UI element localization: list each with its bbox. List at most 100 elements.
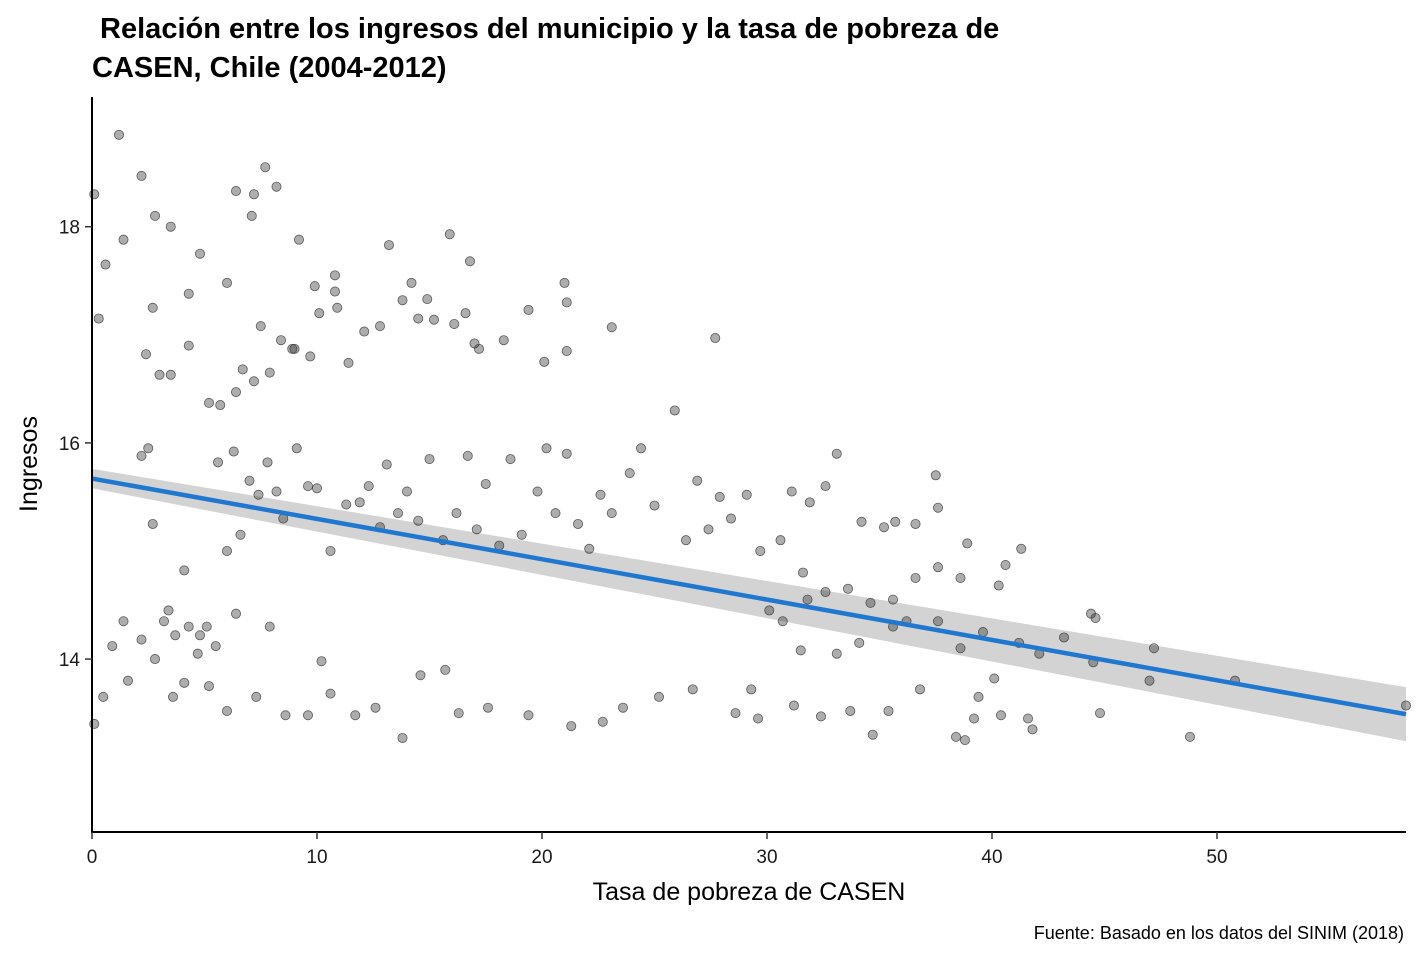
scatter-point-194 — [795, 645, 806, 656]
scatter-point-187 — [951, 731, 962, 742]
scatter-point-80 — [302, 481, 313, 492]
scatter-point-106 — [595, 489, 606, 500]
x-tick-label-10: 10 — [306, 847, 327, 868]
scatter-point-104 — [573, 518, 584, 529]
scatter-point-157 — [210, 641, 221, 652]
scatter-point-177 — [654, 691, 665, 702]
scatter-point-30 — [287, 343, 298, 354]
scatter-point-208 — [888, 594, 899, 605]
x-axis-ticks: 0 10 20 30 40 50 — [87, 832, 1228, 868]
scatter-point-65 — [170, 630, 181, 641]
scatter-point-150 — [136, 634, 147, 645]
scatter-point-98 — [505, 454, 516, 465]
scatter-point-175 — [597, 716, 608, 727]
scatter-point-47 — [444, 229, 455, 240]
scatter-point-172 — [482, 702, 493, 713]
scatter-point-91 — [424, 454, 435, 465]
scatter-point-139 — [1095, 708, 1106, 719]
scatter-point-117 — [741, 489, 752, 500]
scatter-point-59 — [606, 322, 617, 333]
scatter-point-140 — [1144, 675, 1155, 686]
scatter-point-54 — [523, 304, 534, 315]
scatter-point-73 — [235, 529, 246, 540]
scatter-point-137 — [1090, 612, 1101, 623]
scatter-point-70 — [212, 457, 223, 468]
scatter-points — [89, 129, 1412, 746]
scatter-point-88 — [392, 508, 403, 519]
scatter-point-11 — [165, 369, 176, 380]
scatter-point-72 — [228, 446, 239, 457]
scatter-point-186 — [915, 684, 926, 695]
scatter-point-48 — [449, 318, 460, 329]
scatter-point-25 — [237, 364, 248, 375]
scatter-point-199 — [933, 616, 944, 627]
scatter-point-64 — [163, 605, 174, 616]
scatter-point-49 — [460, 308, 471, 319]
scatter-point-31 — [289, 343, 300, 354]
scatter-point-83 — [341, 499, 352, 510]
scatter-point-105 — [584, 543, 595, 554]
scatter-point-18 — [248, 189, 259, 200]
scatter-point-205 — [820, 587, 831, 598]
scatter-point-214 — [764, 605, 775, 616]
scatter-point-173 — [523, 710, 534, 721]
scatter-point-33 — [309, 281, 320, 292]
scatter-point-28 — [264, 367, 275, 378]
scatter-point-168 — [397, 732, 408, 743]
scatter-point-71 — [221, 545, 232, 556]
scatter-point-50 — [464, 256, 475, 267]
scatter-point-179 — [730, 708, 741, 719]
scatter-point-188 — [969, 713, 980, 724]
scatter-point-8 — [147, 302, 158, 313]
scatter-point-14 — [194, 248, 205, 259]
scatter-point-66 — [179, 565, 190, 576]
scatter-point-43 — [406, 277, 417, 288]
scatter-point-12 — [183, 340, 194, 351]
scatter-point-191 — [1027, 724, 1038, 735]
scatter-point-159 — [230, 608, 241, 619]
chart-title-line-2: CASEN, Chile (2004-2012) — [92, 52, 447, 84]
scatter-point-4 — [118, 234, 129, 245]
scatter-point-24 — [230, 387, 241, 398]
scatter-point-116 — [726, 513, 737, 524]
scatter-point-209 — [910, 572, 921, 583]
x-tick-label-50: 50 — [1206, 847, 1227, 868]
scatter-point-60 — [710, 333, 721, 344]
scatter-point-155 — [192, 648, 203, 659]
scatter-point-124 — [856, 516, 867, 527]
scatter-point-165 — [325, 688, 336, 699]
scatter-point-195 — [831, 648, 842, 659]
scatter-point-6 — [149, 210, 160, 221]
scatter-point-170 — [440, 664, 451, 675]
scatter-point-114 — [703, 524, 714, 535]
scatter-point-111 — [669, 405, 680, 416]
scatter-point-112 — [681, 535, 692, 546]
plot-area — [89, 129, 1412, 746]
scatter-point-32 — [305, 351, 316, 362]
scatter-point-171 — [453, 708, 464, 719]
scatter-point-7 — [165, 221, 176, 232]
scatter-point-17 — [246, 210, 257, 221]
scatter-point-84 — [354, 497, 365, 508]
scatter-point-178 — [687, 684, 698, 695]
scatter-point-215 — [802, 594, 813, 605]
scatter-point-180 — [753, 713, 764, 724]
scatter-point-58 — [561, 346, 572, 357]
scatter-point-166 — [350, 710, 361, 721]
scatter-point-147 — [107, 641, 118, 652]
scatter-point-53 — [498, 335, 509, 346]
scatter-point-154 — [179, 677, 190, 688]
scatter-point-76 — [262, 457, 273, 468]
chart-title-line-1: Relación entre los ingresos del municipi… — [92, 13, 999, 45]
scatter-point-44 — [413, 313, 424, 324]
scatter-point-102 — [550, 508, 561, 519]
scatter-point-55 — [539, 356, 550, 367]
scatter-point-21 — [293, 234, 304, 245]
scatter-point-207 — [865, 597, 876, 608]
scatter-point-79 — [291, 443, 302, 454]
x-tick-label-40: 40 — [981, 847, 1002, 868]
scatter-point-169 — [415, 670, 426, 681]
scatter-point-1 — [93, 313, 104, 324]
scatter-point-75 — [253, 489, 264, 500]
scatter-point-131 — [1016, 543, 1027, 554]
